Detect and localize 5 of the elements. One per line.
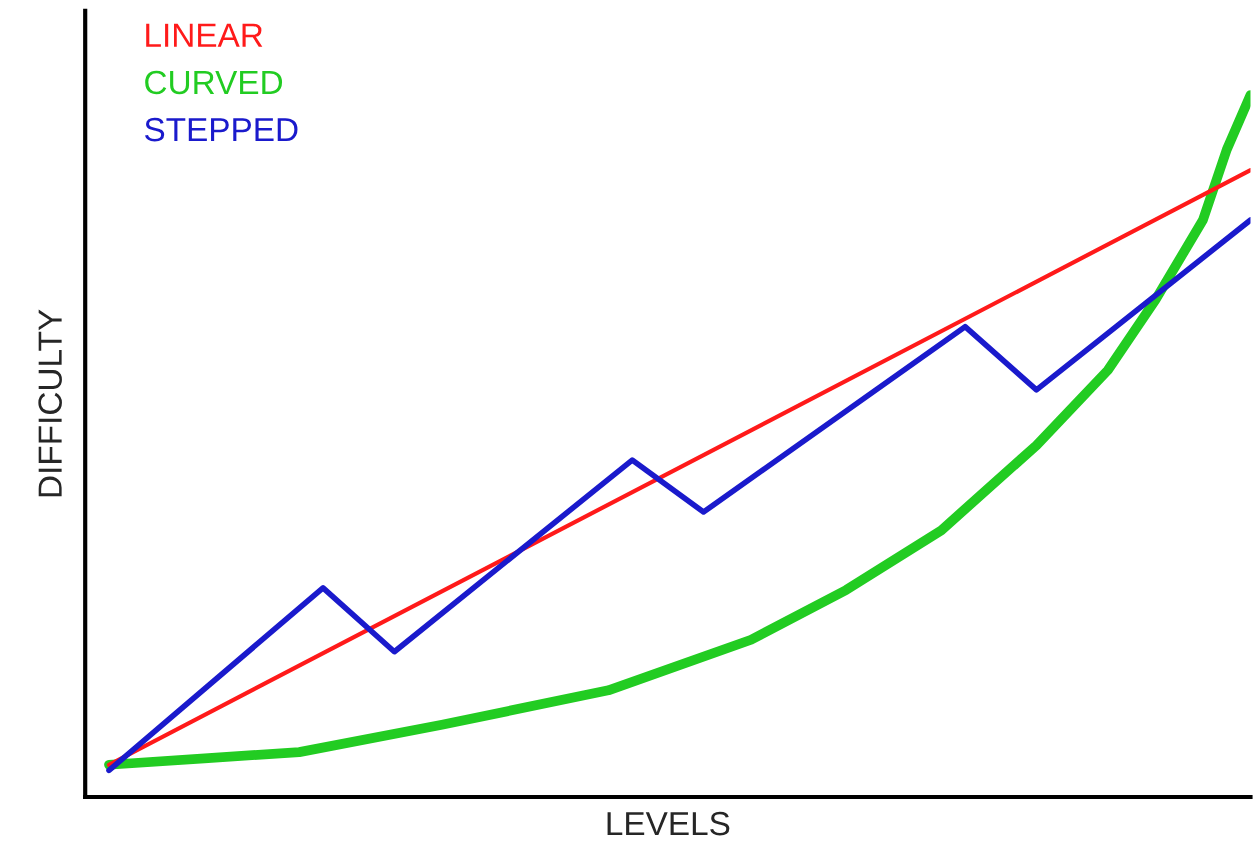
text: STEPPED — [144, 117, 298, 142]
x-axis-title: LEVELS — [607, 811, 730, 836]
text: LINEAR — [146, 23, 263, 47]
text: CURVED — [145, 70, 283, 95]
y-axis-title: DIFFICULTY — [38, 309, 62, 497]
